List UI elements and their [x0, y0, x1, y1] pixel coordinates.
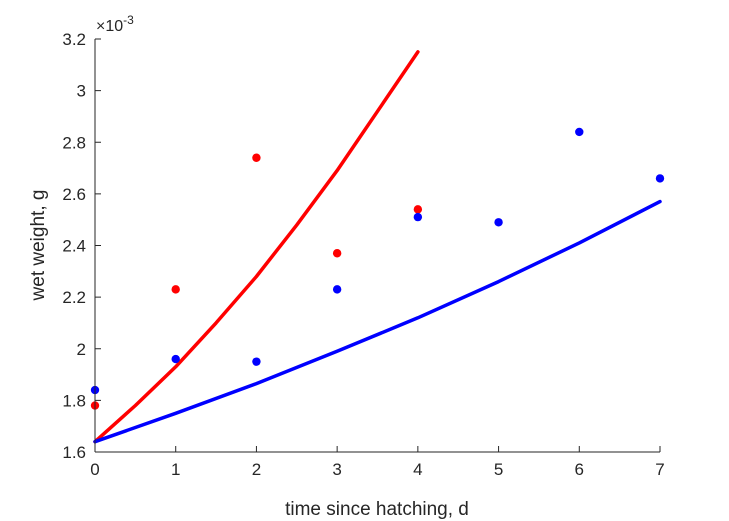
- y-tick-label: 3: [77, 82, 86, 101]
- series-blue-point: [413, 212, 423, 222]
- y-ticks: 1.6 1.8 2 2.2 2.4 2.6 2.8 3 3.2: [62, 30, 101, 462]
- x-tick-label: 3: [332, 460, 341, 479]
- x-tick-label: 2: [252, 460, 261, 479]
- y-tick-label: 3.2: [62, 30, 86, 49]
- series-blue-point: [332, 285, 342, 294]
- y-axis-label: wet weight, g: [28, 190, 49, 302]
- y-tick-label: 1.6: [62, 443, 86, 462]
- y-tick-label: 2.4: [62, 237, 86, 256]
- series-blue-point: [252, 357, 261, 366]
- y-exponent-label: ×10-3: [96, 13, 134, 35]
- x-tick-label: 7: [655, 460, 664, 479]
- series-blue-point: [575, 127, 584, 137]
- x-tick-label: 0: [90, 460, 99, 479]
- series-red-point: [332, 249, 342, 258]
- y-exponent-base: ×10: [96, 18, 123, 35]
- x-tick-label: 5: [494, 460, 503, 479]
- x-tick-label: 4: [413, 460, 422, 479]
- series-blue-point: [494, 218, 503, 227]
- y-tick-label: 2: [77, 340, 86, 359]
- x-ticks: 0 1 2 3 4 5 6 7: [90, 446, 665, 479]
- y-tick-label: 2.8: [62, 133, 86, 152]
- x-tick-label: 1: [171, 460, 180, 479]
- x-tick-label: 6: [575, 460, 584, 479]
- y-exponent-power: -3: [123, 13, 134, 27]
- series-red-curve: [93, 50, 420, 444]
- series-blue-point: [171, 354, 180, 364]
- x-axis-label: time since hatching, d: [285, 499, 469, 520]
- series-blue-point: [655, 174, 665, 183]
- y-tick-label: 2.6: [62, 185, 86, 204]
- y-tick-label: 1.8: [62, 391, 86, 410]
- series-red-point: [413, 205, 423, 214]
- series-red-point: [171, 285, 180, 294]
- plot-area: [90, 50, 665, 444]
- series-red-point: [252, 153, 261, 162]
- y-tick-label: 2.2: [62, 288, 86, 307]
- series-blue-curve: [93, 199, 662, 444]
